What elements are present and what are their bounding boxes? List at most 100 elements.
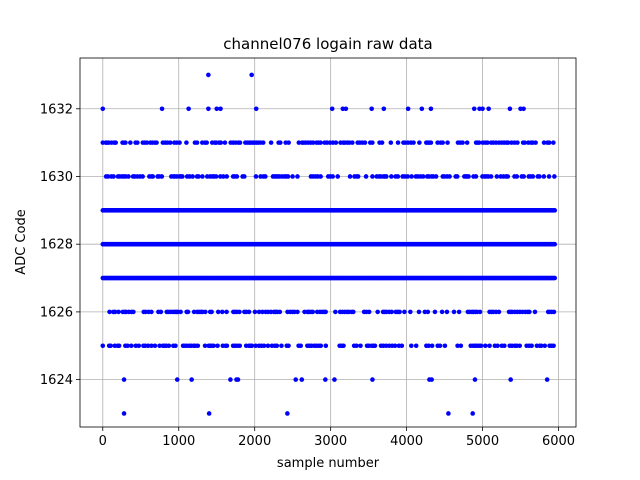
- data-point: [105, 174, 111, 179]
- data-point: [121, 377, 127, 382]
- data-point: [213, 174, 219, 179]
- data-point: [541, 174, 547, 179]
- data-point: [551, 140, 556, 145]
- data-point: [246, 309, 252, 315]
- data-point: [429, 377, 434, 382]
- data-point: [290, 174, 295, 179]
- x-tick-label: 3000: [314, 434, 347, 449]
- data-point: [521, 106, 526, 112]
- data-point: [204, 140, 209, 145]
- data-point: [551, 309, 557, 315]
- data-point: [409, 174, 414, 179]
- x-tick-label: 0: [99, 434, 107, 449]
- data-point: [471, 106, 477, 112]
- chart-title: channel076 logain raw data: [223, 35, 432, 53]
- data-point: [522, 140, 528, 145]
- data-point: [100, 343, 106, 349]
- data-point: [460, 140, 465, 145]
- data-point: [458, 343, 464, 349]
- data-point: [478, 343, 484, 349]
- data-point: [268, 140, 274, 145]
- data-point: [116, 343, 122, 349]
- data-point: [214, 106, 220, 112]
- data-point: [218, 106, 223, 112]
- data-point: [112, 309, 118, 315]
- data-point: [277, 309, 283, 315]
- data-point: [370, 377, 375, 382]
- data-point: [159, 106, 165, 112]
- data-point: [546, 174, 552, 179]
- data-point: [241, 174, 247, 179]
- data-point: [494, 174, 500, 179]
- data-point: [253, 343, 258, 349]
- data-point: [379, 140, 385, 145]
- data-point: [442, 343, 448, 349]
- data-point: [439, 309, 445, 315]
- data-point: [411, 140, 416, 145]
- data-point: [445, 140, 450, 145]
- y-tick-label: 1632: [40, 102, 73, 117]
- data-point: [446, 411, 451, 416]
- data-point: [252, 309, 258, 315]
- data-point: [295, 174, 300, 179]
- data-point: [362, 140, 368, 145]
- data-point: [296, 140, 302, 145]
- x-tick-label: 5000: [466, 434, 499, 449]
- data-point: [219, 309, 225, 315]
- data-point: [330, 174, 336, 179]
- data-point: [224, 343, 230, 349]
- x-axis-ticks: 0 1000 2000 3000 4000 5000 6000: [99, 427, 575, 449]
- data-point: [451, 309, 457, 315]
- data-point: [144, 140, 150, 145]
- data-point: [426, 343, 432, 349]
- data-point: [277, 140, 283, 145]
- data-point: [473, 174, 479, 179]
- data-point: [194, 140, 200, 145]
- data-point: [329, 106, 335, 112]
- data-point: [343, 106, 349, 112]
- x-tick-label: 1000: [162, 434, 195, 449]
- data-point: [515, 140, 520, 145]
- data-point: [552, 241, 558, 247]
- data-point: [220, 174, 226, 179]
- data-point: [363, 174, 369, 179]
- data-point: [180, 174, 185, 179]
- data-point: [196, 174, 201, 179]
- data-point: [249, 343, 255, 349]
- data-point: [388, 140, 394, 145]
- data-point: [447, 174, 452, 179]
- data-point: [454, 174, 460, 179]
- data-point: [159, 174, 165, 179]
- data-point: [552, 275, 558, 281]
- data-point: [113, 140, 118, 145]
- data-point: [333, 309, 338, 315]
- data-point: [397, 309, 402, 315]
- data-point: [437, 343, 443, 349]
- y-tick-label: 1630: [40, 170, 73, 185]
- data-point: [167, 140, 173, 145]
- data-point: [389, 174, 394, 179]
- data-point: [253, 106, 259, 112]
- data-point: [485, 140, 490, 145]
- data-point: [333, 140, 339, 145]
- data-point: [135, 140, 140, 145]
- data-point: [224, 309, 229, 315]
- data-point: [375, 309, 380, 315]
- y-tick-label: 1624: [40, 373, 73, 388]
- data-point: [552, 208, 558, 213]
- y-axis-label: ADC Code: [14, 209, 29, 274]
- data-point: [416, 309, 422, 315]
- data-point: [527, 309, 532, 315]
- data-point: [487, 343, 492, 349]
- data-point: [237, 140, 243, 145]
- data-point: [178, 309, 183, 315]
- data-point: [237, 343, 243, 349]
- data-point: [508, 377, 513, 382]
- data-point: [125, 343, 130, 349]
- data-point: [121, 411, 127, 416]
- data-point: [184, 140, 189, 145]
- data-point: [505, 174, 511, 179]
- data-point: [166, 343, 172, 349]
- data-point: [395, 140, 401, 145]
